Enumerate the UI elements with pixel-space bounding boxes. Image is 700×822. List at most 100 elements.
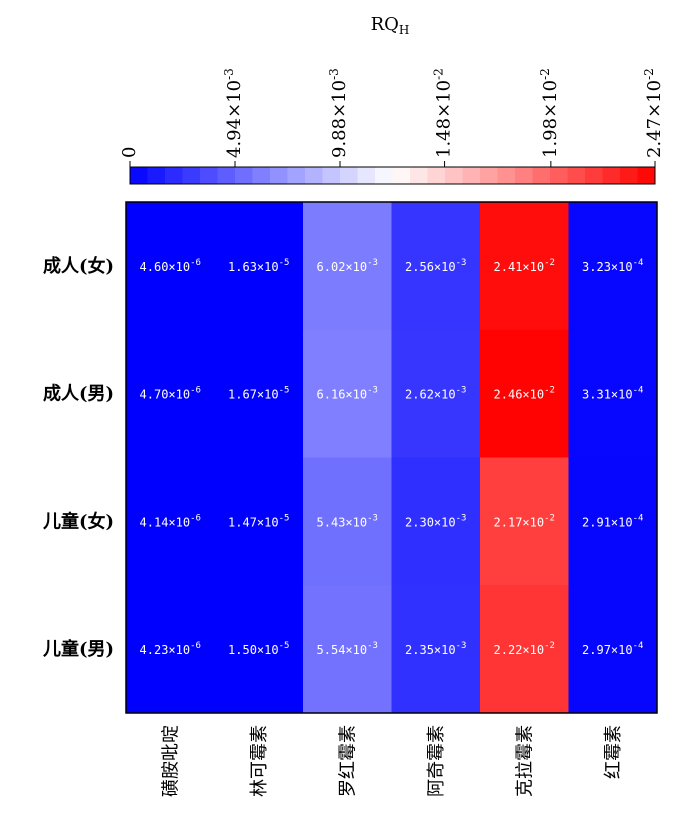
colorbar-segment [445,167,463,184]
cell-value-label: 2.97×10-4 [582,641,643,657]
colorbar-segment [287,167,306,184]
column-label: 克拉霉素 [514,725,535,797]
cell-value-label: 2.56×10-3 [405,258,466,274]
column-label: 红霉素 [603,725,624,779]
colorbar-segment [410,167,428,184]
colorbar-title: RQH [371,14,410,37]
colorbar-tick-label: 0 [119,147,140,158]
colorbar-segment [462,167,481,184]
heatmap-cell [391,585,481,714]
cell-value-label: 1.63×10-5 [228,258,289,274]
heatmap-cell [126,329,215,458]
colorbar-segment [515,167,533,184]
colorbar-segment [637,167,656,184]
column-label: 林可霉素 [249,725,270,797]
cell-value-label: 6.02×10-3 [317,258,378,274]
colorbar-segment [602,167,621,184]
colorbar-segment [497,167,516,184]
cell-value-label: 5.43×10-3 [317,513,378,529]
cell-value-label: 6.16×10-3 [317,386,378,402]
cell-value-label: 1.50×10-5 [228,641,289,657]
heatmap-cell [391,457,481,586]
colorbar-segment [165,167,183,184]
colorbar-segment [147,167,166,184]
cell-value-label: 2.91×10-4 [582,513,643,529]
row-labels: 成人(女) 成人(男) 儿童(女) 儿童(男) [42,255,114,660]
cell-value-label: 1.47×10-5 [228,513,289,529]
heatmap-cell [303,457,392,586]
column-label: 阿奇霉素 [426,725,447,797]
heatmap-cell [214,329,304,458]
colorbar-segment [130,167,148,184]
row-label: 儿童(女) [42,510,114,532]
colorbar-segment [375,167,393,184]
heatmap-cell [568,457,658,586]
heatmap-cell [480,585,569,714]
heatmap-cell [480,457,569,586]
heatmap-cell [480,202,569,331]
colorbar-tick-label: 9.88×10-3 [327,68,350,158]
heatmap-cell [214,585,304,714]
cell-value-label: 3.23×10-4 [582,258,643,274]
colorbar-segment [270,167,288,184]
colorbar-tick-label: 2.47×10-2 [642,68,665,158]
colorbar-segment [480,167,498,184]
cell-value-label: 2.22×10-2 [494,641,555,657]
heatmap-cell [568,329,658,458]
cell-value-label: 4.60×10-6 [140,258,201,274]
row-label: 成人(男) [43,383,114,405]
heatmap-cell-labels: 4.60×10-6 1.63×10-5 6.02×10-3 2.56×10-3 2.41… [140,258,644,657]
heatmap-cell [391,329,481,458]
heatmap-cell [303,329,392,458]
colorbar-segment [252,167,271,184]
colorbar-segment [427,167,446,184]
colorbar-segment [620,167,638,184]
colorbar-segment [235,167,253,184]
cell-value-label: 4.70×10-6 [140,386,201,402]
colorbar-tick-label: 1.98×10-2 [538,68,561,158]
cell-value-label: 1.67×10-5 [228,386,289,402]
heatmap-cell [568,585,658,714]
cell-value-label: 2.46×10-2 [494,386,555,402]
heatmap-cell [303,202,392,331]
colorbar-segment [550,167,568,184]
heatmap-cell [480,329,569,458]
colorbar-segment [322,167,341,184]
heatmap-cells [126,202,658,714]
cell-value-label: 2.17×10-2 [494,513,555,529]
cell-value-label: 3.31×10-4 [582,386,643,402]
heatmap-cell [126,457,215,586]
cell-value-label: 5.54×10-3 [317,641,378,657]
colorbar: 0 4.94×10-3 9.88×10-3 1.48×10-2 1.98×10-2 2.4… [119,68,665,185]
column-label: 磺胺吡啶 [160,725,181,797]
column-label: 罗红霉素 [337,725,358,797]
heatmap-cell [303,585,392,714]
colorbar-segment [357,167,376,184]
colorbar-segment [200,167,218,184]
colorbar-segment [182,167,201,184]
colorbar-segment [392,167,411,184]
heatmap-cell [568,202,658,331]
row-label: 成人(女) [43,255,114,277]
heatmap-frame [125,201,658,714]
cell-value-label: 4.14×10-6 [140,513,201,529]
heatmap-cell [214,202,304,331]
colorbar-title-main: RQ [371,14,399,35]
cell-value-label: 2.30×10-3 [405,513,466,529]
column-labels: 磺胺吡啶 林可霉素 罗红霉素 阿奇霉素 克拉霉素 红霉素 [160,725,624,797]
cell-value-label: 4.23×10-6 [140,641,201,657]
colorbar-ticks: 0 4.94×10-3 9.88×10-3 1.48×10-2 1.98×10-2 2.4… [119,68,665,167]
colorbar-border [129,166,656,185]
colorbar-segment [585,167,603,184]
colorbar-segment [340,167,358,184]
colorbar-title-sub: H [399,23,409,37]
colorbar-segment [532,167,551,184]
heatmap-cell [214,457,304,586]
colorbar-segment [305,167,323,184]
heatmap-cell [126,202,215,331]
colorbar-tick-label: 4.94×10-3 [222,68,245,158]
colorbar-tick-label: 1.48×10-2 [432,68,455,158]
row-label: 儿童(男) [42,638,114,660]
cell-value-label: 2.35×10-3 [405,641,466,657]
